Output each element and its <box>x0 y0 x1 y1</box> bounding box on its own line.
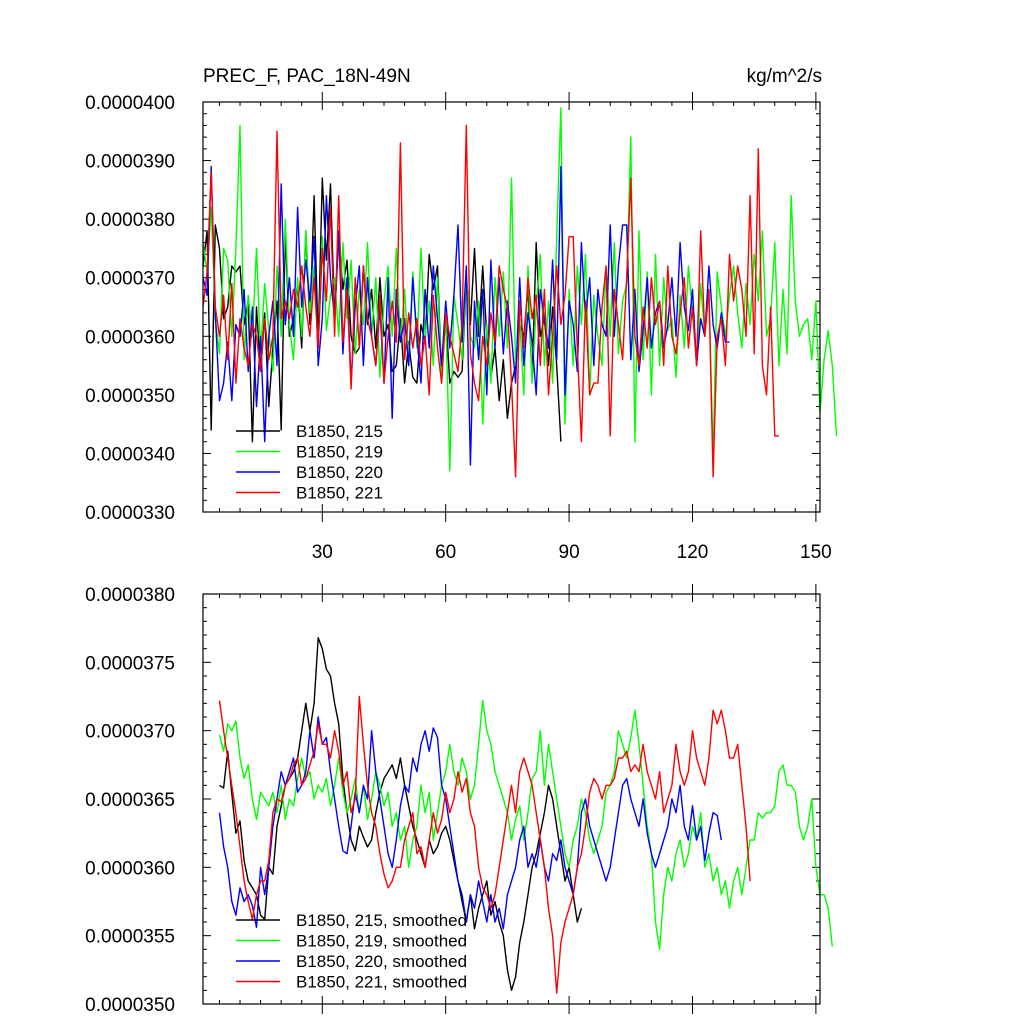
bottom-series-line-3 <box>218 716 722 930</box>
bottom-legend-label-4: B1850, 221, smoothed <box>296 973 467 992</box>
top-y-tick-label: 0.0000380 <box>85 210 175 231</box>
top-y-tick-label: 0.0000330 <box>85 503 175 524</box>
bottom-legend-label-3: B1850, 220, smoothed <box>296 952 467 971</box>
top-y-tick-label: 0.0000390 <box>85 152 175 173</box>
top-legend-label-3: B1850, 220 <box>296 463 383 482</box>
top-legend-label-4: B1850, 221 <box>296 484 383 503</box>
top-y-tick-label: 0.0000350 <box>85 386 175 407</box>
top-x-tick-label: 30 <box>312 542 333 563</box>
top-panel-frame <box>202 101 821 513</box>
bottom-y-tick-label: 0.0000355 <box>85 927 175 948</box>
top-panel: PREC_F, PAC_18N-49N kg/m^2/s 0.0000330 0.… <box>85 66 838 563</box>
top-x-tick-label: 120 <box>677 542 709 563</box>
top-x-tick-label: 150 <box>800 542 832 563</box>
top-panel-title: PREC_F, PAC_18N-49N <box>203 66 411 87</box>
top-y-tick-label: 0.0000400 <box>85 93 175 114</box>
bottom-y-tick-label: 0.0000375 <box>85 653 175 674</box>
bottom-y-tick-label: 0.0000380 <box>85 585 175 606</box>
bottom-series-line-2 <box>218 699 833 950</box>
bottom-panel: 0.0000350 0.0000355 0.0000360 0.0000365 0.00… <box>85 584 833 1016</box>
top-panel-units: kg/m^2/s <box>747 66 822 87</box>
bottom-legend-label-2: B1850, 219, smoothed <box>296 932 467 951</box>
top-series-line-3 <box>202 165 730 466</box>
top-y-tick-label: 0.0000360 <box>85 327 175 348</box>
top-legend-label-1: B1850, 215 <box>296 422 383 441</box>
top-legend-label-2: B1850, 219 <box>296 443 383 462</box>
bottom-legend-label-1: B1850, 215, smoothed <box>296 911 467 930</box>
top-y-tick-label: 0.0000370 <box>85 269 175 290</box>
bottom-panel-frame <box>202 593 821 1005</box>
top-y-tick-label: 0.0000340 <box>85 444 175 465</box>
bottom-y-tick-label: 0.0000365 <box>85 790 175 811</box>
bottom-series-line-4 <box>218 695 751 994</box>
top-x-tick-label: 60 <box>435 542 456 563</box>
top-x-tick-label: 90 <box>559 542 580 563</box>
bottom-y-tick-label: 0.0000350 <box>85 995 175 1016</box>
bottom-y-tick-label: 0.0000370 <box>85 722 175 743</box>
top-series-line-4 <box>202 124 779 478</box>
bottom-series-line-1 <box>219 637 583 991</box>
bottom-y-tick-label: 0.0000360 <box>85 858 175 879</box>
